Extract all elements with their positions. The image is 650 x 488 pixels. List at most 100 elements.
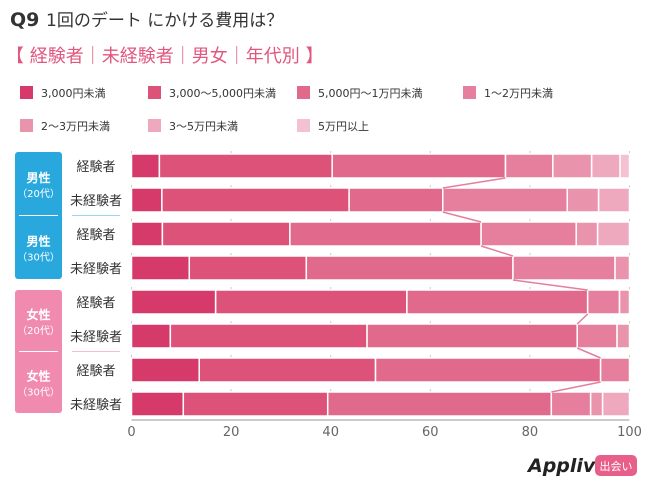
group-label: 女性 bbox=[26, 368, 50, 383]
row-label: 未経験者 bbox=[70, 398, 122, 413]
bar-segment bbox=[576, 323, 618, 349]
bar-segment bbox=[552, 153, 593, 179]
bar-segment bbox=[566, 187, 600, 213]
connector-line bbox=[512, 279, 588, 291]
bar-segment bbox=[130, 357, 200, 383]
bar-segment bbox=[158, 153, 333, 179]
row-label: 未経験者 bbox=[70, 330, 122, 345]
group-labels: 男性 （20代） 男性 （30代） 女性 （20代） 女性 （30代） bbox=[15, 152, 120, 413]
bar-segment bbox=[130, 289, 217, 315]
legend-label: 5万円以上 bbox=[318, 120, 369, 133]
bar-segment bbox=[596, 221, 631, 247]
brand-badge-bg bbox=[595, 455, 637, 476]
bar-segment bbox=[214, 289, 408, 315]
x-tick-label: 40 bbox=[322, 425, 339, 440]
group-sublabel: （30代） bbox=[17, 251, 60, 263]
legend-swatch bbox=[148, 86, 161, 99]
legend-label: 2〜3万円未満 bbox=[41, 120, 110, 133]
row-label: 経験者 bbox=[76, 160, 115, 175]
bar-segment bbox=[326, 391, 553, 417]
row-label: 未経験者 bbox=[70, 194, 122, 209]
bar-segment bbox=[130, 391, 185, 417]
bar-segment bbox=[169, 323, 368, 349]
bar-segment bbox=[599, 357, 631, 383]
bar-segment bbox=[597, 187, 631, 213]
bar-segment bbox=[198, 357, 377, 383]
bar-segment bbox=[130, 221, 164, 247]
x-tick-label: 0 bbox=[127, 425, 135, 440]
x-tick-label: 100 bbox=[617, 425, 642, 440]
bar-segment bbox=[182, 391, 329, 417]
legend-label: 3,000〜5,000円未満 bbox=[169, 87, 276, 100]
group-label: 男性 bbox=[26, 170, 50, 185]
bar-segment bbox=[305, 255, 514, 281]
bar-segment bbox=[130, 323, 172, 349]
row-label: 経験者 bbox=[76, 296, 115, 311]
legend-swatch bbox=[297, 119, 310, 132]
legend-swatch bbox=[463, 86, 476, 99]
bar-segment bbox=[614, 255, 631, 281]
x-axis: 0 20 40 60 80 100 bbox=[127, 419, 642, 440]
connector-line bbox=[442, 177, 506, 189]
row-label: 経験者 bbox=[76, 228, 115, 243]
bar-segment bbox=[480, 221, 577, 247]
group-label: 男性 bbox=[26, 233, 50, 248]
brand-logo: Appliv 出会い bbox=[526, 455, 637, 477]
x-tick-label: 20 bbox=[223, 425, 240, 440]
legend: 3,000円未満 3,000〜5,000円未満 5,000円〜1万円未満 1〜2万円未… bbox=[20, 86, 553, 133]
chart-title: 1回のデート にかける費用は？ bbox=[46, 10, 283, 31]
legend-swatch bbox=[297, 86, 310, 99]
x-tick-label: 60 bbox=[422, 425, 439, 440]
legend-label: 3〜5万円未満 bbox=[169, 120, 238, 133]
group-label: 女性 bbox=[26, 307, 50, 322]
bar-segment bbox=[188, 255, 308, 281]
brand-badge: 出会い bbox=[600, 459, 633, 473]
bar-segment bbox=[619, 153, 631, 179]
connector-lines bbox=[442, 177, 601, 393]
bar-segment bbox=[130, 255, 191, 281]
bar-segment bbox=[442, 187, 568, 213]
bar-segment bbox=[366, 323, 578, 349]
x-tick-label: 80 bbox=[522, 425, 539, 440]
legend-swatch bbox=[148, 119, 161, 132]
connector-line bbox=[480, 245, 514, 257]
connector-line bbox=[576, 347, 601, 359]
legend-swatch bbox=[20, 119, 33, 132]
title-prefix: Q9 bbox=[10, 9, 39, 31]
group-sublabel: （30代） bbox=[17, 386, 60, 398]
bar-segment bbox=[589, 391, 604, 417]
bar-segment bbox=[616, 323, 631, 349]
bar-segment bbox=[130, 153, 161, 179]
group-sublabel: （20代） bbox=[17, 325, 60, 337]
legend-label: 5,000円〜1万円未満 bbox=[318, 87, 423, 100]
bar-segment bbox=[550, 391, 592, 417]
bar-segment bbox=[406, 289, 589, 315]
bar-segment bbox=[289, 221, 482, 247]
bar-segment bbox=[575, 221, 599, 247]
bar-segment bbox=[374, 357, 602, 383]
chart-subtitle: 【 経験者｜未経験者｜男女｜年代別 】 bbox=[6, 46, 323, 67]
group-sublabel: （20代） bbox=[17, 188, 60, 200]
bar-segment bbox=[348, 187, 444, 213]
bar-segment bbox=[161, 187, 350, 213]
bar-segment bbox=[504, 153, 554, 179]
brand-logo-text: Appliv bbox=[526, 455, 596, 477]
legend-label: 3,000円未満 bbox=[41, 87, 106, 100]
row-label: 未経験者 bbox=[70, 262, 122, 277]
bar-segment bbox=[586, 289, 621, 315]
bar-segment bbox=[130, 187, 163, 213]
connector-line bbox=[576, 313, 589, 325]
row-label: 経験者 bbox=[76, 364, 115, 379]
bar-segment bbox=[331, 153, 507, 179]
connector-line bbox=[551, 381, 601, 393]
connector-line bbox=[442, 211, 482, 223]
bar-segment bbox=[590, 153, 621, 179]
bar-segment bbox=[161, 221, 291, 247]
bar-segment bbox=[618, 289, 631, 315]
bar-segment bbox=[601, 391, 631, 417]
bar-segment bbox=[512, 255, 616, 281]
legend-swatch bbox=[20, 86, 33, 99]
legend-label: 1〜2万円未満 bbox=[484, 87, 553, 100]
